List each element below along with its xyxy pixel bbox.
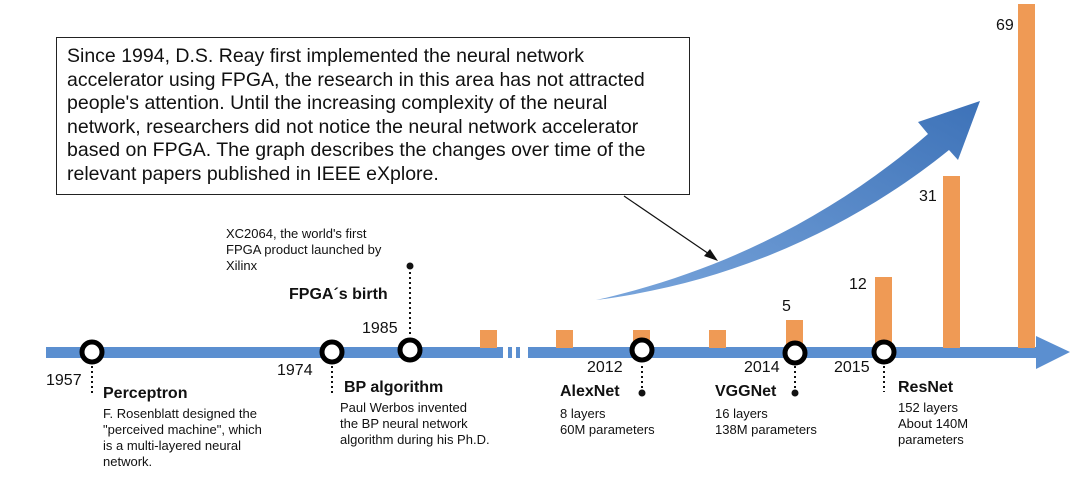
growth-trend-arrow — [596, 101, 980, 300]
timeline-axis-break — [508, 347, 512, 358]
milestone-name: AlexNet — [560, 383, 620, 400]
connector-alexnet-dot — [638, 389, 646, 397]
milestone-node-2015 — [871, 339, 897, 365]
connector-fpga-dot — [406, 262, 414, 270]
timeline-axis-break — [516, 347, 520, 358]
bar-label: 5 — [782, 298, 791, 315]
paper-bar — [1018, 4, 1035, 348]
paper-bar — [556, 330, 573, 348]
year-label: 1974 — [277, 362, 313, 379]
paper-bar — [709, 330, 726, 348]
callout-pointer-head — [704, 249, 718, 261]
milestone-desc: Paul Werbos invented the BP neural netwo… — [340, 400, 490, 447]
callout-box: Since 1994, D.S. Reay first implemented … — [56, 37, 690, 195]
bar-label: 31 — [919, 188, 937, 205]
callout-pointer-line — [623, 195, 713, 257]
bar-label: 69 — [996, 17, 1014, 34]
milestone-desc: 8 layers 60M parameters — [560, 406, 655, 437]
milestone-node-1974 — [319, 339, 345, 365]
timeline-axis-left — [46, 347, 503, 358]
callout-line: people's attention. Until the increasing… — [67, 92, 608, 114]
milestone-name: Perceptron — [103, 385, 188, 402]
year-label: 1957 — [46, 372, 82, 389]
paper-bar — [480, 330, 497, 348]
callout-line: accelerator using FPGA, the research in … — [67, 68, 645, 91]
milestone-desc: 152 layers About 140M parameters — [898, 400, 969, 447]
paper-bar — [786, 320, 803, 348]
paper-bar — [943, 176, 960, 348]
milestone-node-1957 — [79, 339, 105, 365]
connector-vggnet-dot — [791, 389, 799, 397]
paper-bar — [875, 277, 892, 348]
milestone-name: BP algorithm — [344, 379, 444, 396]
milestone-node-2012 — [629, 337, 655, 363]
timeline-arrow-head — [1036, 336, 1070, 369]
milestone-name: VGGNet — [715, 383, 777, 400]
milestone-name: ResNet — [898, 379, 954, 396]
year-label: 2012 — [587, 359, 623, 376]
milestone-node-2014 — [782, 340, 808, 366]
callout-line: based on FPGA. The graph describes the c… — [67, 139, 646, 161]
bar-label: 12 — [849, 276, 867, 293]
milestone-node-1985 — [397, 337, 423, 363]
milestone-desc: XC2064, the world's first FPGA product l… — [226, 226, 382, 273]
year-label: 1985 — [362, 320, 398, 337]
milestone-desc: 16 layers 138M parameters — [715, 406, 817, 437]
callout-line: relevant papers published in IEEE eXplor… — [67, 162, 439, 185]
callout-line: Since 1994, D.S. Reay first implemented … — [67, 45, 585, 67]
milestone-desc: F. Rosenblatt designed the "perceived ma… — [103, 406, 262, 469]
year-label: 2014 — [744, 359, 780, 376]
callout-line: network, researchers did not notice the … — [67, 115, 639, 138]
milestone-name: FPGA´s birth — [289, 286, 388, 303]
year-label: 2015 — [834, 359, 870, 376]
